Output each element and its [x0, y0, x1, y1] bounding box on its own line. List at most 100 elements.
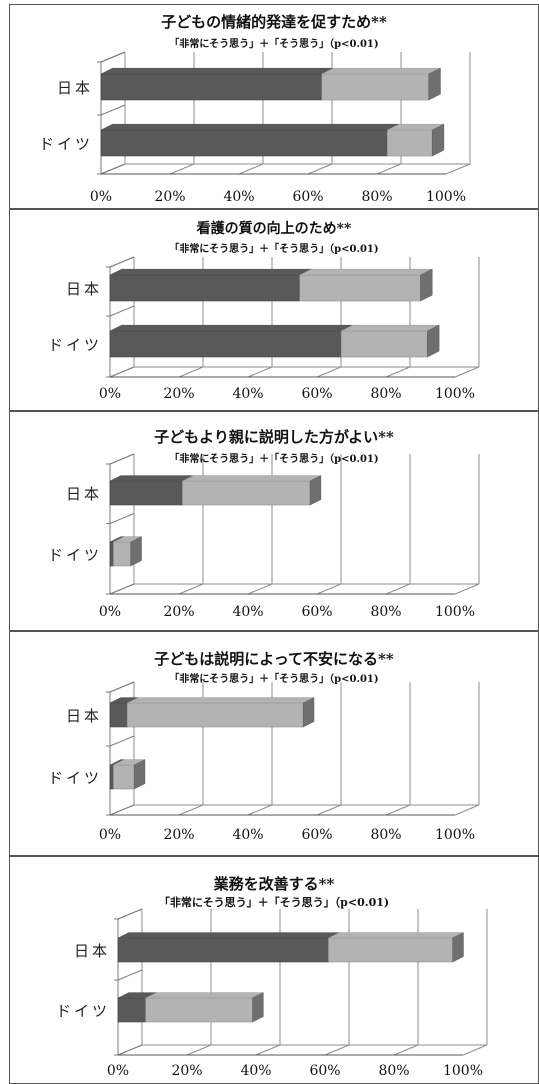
x-tick-label: 20%	[163, 827, 195, 843]
bar-segment	[321, 73, 430, 101]
bar-end-cap	[133, 759, 146, 790]
x-tick-label: 100%	[434, 386, 476, 402]
side-wall-line	[109, 256, 135, 268]
chart-title: 子どもは説明によって不安になる**	[154, 650, 394, 668]
category-label: ドイツ	[47, 769, 102, 787]
category-label: 日本	[73, 942, 110, 960]
chart-plot	[97, 51, 471, 175]
side-wall-line	[100, 163, 126, 175]
bar-end-cap	[130, 536, 142, 567]
chart-plot	[114, 908, 488, 1056]
side-wall-line	[109, 453, 135, 465]
bar-segment	[113, 764, 135, 790]
chart-panel-3: 子どもより親に説明した方がよい** 「非常にそう思う」＋「そう思う」（p<0.01…	[9, 411, 539, 631]
category-label: ドイツ	[38, 135, 93, 153]
bar-segment-top	[117, 932, 340, 939]
floor-gridline	[238, 163, 264, 175]
chart-stack: 子どもの情緒的発達を促すため** 「非常にそう思う」＋「そう思う」（p<0.01)…	[9, 4, 539, 1084]
chart-panel-1: 子どもの情緒的発達を促すため** 「非常にそう思う」＋「そう思う」（p<0.01)…	[9, 4, 539, 209]
bar-segment-top	[328, 932, 464, 939]
bar-segment	[299, 274, 421, 302]
x-tick-label: 40%	[232, 604, 264, 620]
side-wall-line	[109, 583, 135, 595]
bar-segment	[117, 997, 146, 1023]
bar-segment	[113, 541, 131, 567]
floor-gridline	[454, 366, 480, 378]
floor-gridline	[247, 804, 273, 816]
chart-title: 子どもの情緒的発達を促すため**	[161, 13, 387, 31]
x-tick-label: 20%	[163, 386, 195, 402]
bar-segment	[340, 330, 428, 358]
floor-gridline	[445, 163, 471, 175]
floor-gridline	[255, 1044, 281, 1056]
side-wall-line	[117, 1044, 143, 1056]
floor-gridline	[307, 163, 333, 175]
bar-segment-top	[299, 268, 433, 276]
bar-segment-top	[321, 67, 441, 75]
bar-segment	[117, 937, 329, 963]
x-tick-label: 60%	[301, 604, 333, 620]
floor-gridline	[385, 804, 411, 816]
x-tick-label: 0%	[89, 189, 113, 205]
x-tick-label: 20%	[171, 1063, 203, 1079]
side-wall-line	[109, 513, 135, 524]
x-tick-label: 100%	[434, 827, 476, 843]
x-tick-label: 0%	[98, 604, 122, 620]
bar-segment	[387, 129, 433, 157]
side-wall-line	[117, 908, 143, 920]
category-label: 日本	[65, 280, 102, 298]
category-label: ドイツ	[47, 336, 102, 354]
chart-subtitle: 「非常にそう思う」＋「そう思う」（p<0.01)	[169, 39, 379, 50]
x-tick-label: 80%	[370, 386, 402, 402]
chart-plot	[106, 256, 480, 378]
bar-segment	[109, 480, 183, 506]
category-label: ドイツ	[55, 1002, 110, 1020]
x-tick-label: 100%	[442, 1063, 484, 1079]
side-wall-line	[100, 104, 126, 116]
bar-segment-top	[109, 268, 312, 276]
bar-segment-top	[145, 992, 264, 999]
floor-gridline	[169, 163, 195, 175]
bar-end-cap	[309, 475, 322, 506]
chart-title: 看護の質の向上のため**	[196, 221, 352, 237]
side-wall-line	[109, 366, 135, 378]
bar-segment-top	[127, 697, 315, 704]
chart-subtitle: 「非常にそう思う」＋「そう思う」（p<0.01)	[169, 244, 379, 255]
category-label: ドイツ	[47, 546, 102, 564]
x-tick-label: 0%	[98, 827, 122, 843]
floor-gridline	[178, 804, 204, 816]
bar-segment	[109, 541, 114, 567]
chart-panel-4: 子どもは説明によって不安になる** 「非常にそう思う」＋「そう思う」（p<0.01…	[9, 631, 539, 856]
bar-segment-top	[341, 324, 440, 332]
x-tick-label: 0%	[98, 386, 122, 402]
bar-end-cap	[452, 932, 464, 963]
chart-panel-2: 看護の質の向上のため** 「非常にそう思う」＋「そう思う」（p<0.01) 日本ドイ…	[9, 209, 539, 411]
x-tick-label: 20%	[163, 604, 195, 620]
x-tick-label: 60%	[301, 386, 333, 402]
chart-plot	[106, 453, 480, 595]
side-wall-line	[109, 305, 135, 317]
chart-subtitle: 「非常にそう思う」＋「そう思う」（p<0.01)	[158, 896, 390, 909]
x-tick-label: 80%	[370, 604, 402, 620]
side-wall-line	[100, 51, 126, 63]
x-tick-label: 40%	[240, 1063, 272, 1079]
bar-segment	[100, 73, 323, 101]
floor-gridline	[454, 804, 480, 816]
floor-gridline	[247, 583, 273, 595]
side-wall-line	[109, 804, 135, 816]
side-wall-line	[109, 735, 135, 747]
bar-segment	[145, 997, 253, 1023]
x-tick-label: 60%	[309, 1063, 341, 1079]
bar-end-cap	[420, 268, 433, 302]
bar-end-cap	[427, 324, 440, 358]
floor-gridline	[324, 1044, 350, 1056]
bar-segment	[328, 937, 453, 963]
bar-segment	[109, 330, 342, 358]
bar-end-cap	[431, 123, 445, 157]
x-tick-label: 60%	[301, 827, 333, 843]
x-tick-label: 40%	[223, 189, 255, 205]
chart-plot	[106, 681, 480, 816]
floor-gridline	[316, 366, 342, 378]
bar-segment-top	[109, 324, 353, 332]
bar-segment-top	[182, 475, 322, 482]
